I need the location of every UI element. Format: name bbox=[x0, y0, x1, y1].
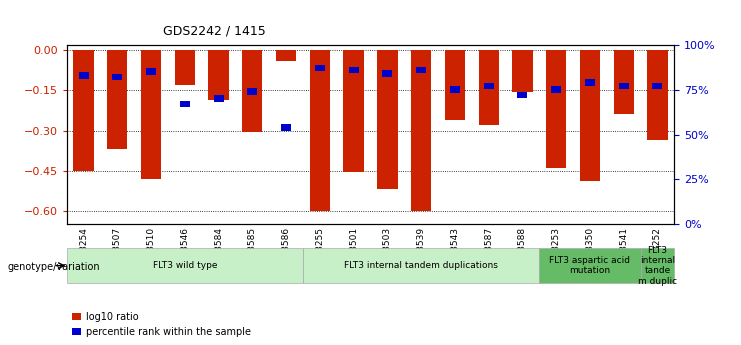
Bar bbox=[107, 50, 127, 149]
Bar bbox=[146, 68, 156, 75]
Bar bbox=[614, 50, 634, 115]
Bar bbox=[344, 50, 364, 172]
Bar bbox=[579, 50, 600, 181]
Bar bbox=[112, 74, 122, 80]
Bar bbox=[247, 88, 257, 95]
Bar bbox=[73, 50, 93, 171]
Bar bbox=[315, 65, 325, 71]
Bar bbox=[517, 92, 528, 98]
Bar bbox=[303, 248, 539, 283]
Bar bbox=[539, 248, 640, 283]
Bar bbox=[141, 50, 162, 179]
Text: FLT3 wild type: FLT3 wild type bbox=[153, 261, 217, 270]
Bar bbox=[180, 101, 190, 107]
Bar bbox=[450, 86, 460, 93]
Bar bbox=[208, 50, 229, 100]
Text: FLT3 internal tandem duplications: FLT3 internal tandem duplications bbox=[345, 261, 498, 270]
Bar bbox=[619, 83, 628, 89]
Bar bbox=[213, 95, 224, 102]
Bar bbox=[276, 50, 296, 61]
Bar bbox=[175, 50, 195, 85]
Bar bbox=[67, 248, 303, 283]
Bar bbox=[242, 50, 262, 132]
Bar bbox=[281, 124, 291, 131]
Bar bbox=[484, 83, 494, 89]
Bar bbox=[585, 79, 595, 86]
Bar bbox=[512, 50, 533, 92]
Bar bbox=[652, 83, 662, 89]
Bar bbox=[479, 50, 499, 125]
Bar bbox=[382, 70, 393, 77]
Text: genotype/variation: genotype/variation bbox=[7, 263, 100, 272]
Text: FLT3 aspartic acid
mutation: FLT3 aspartic acid mutation bbox=[549, 256, 631, 275]
Bar bbox=[310, 50, 330, 211]
Bar bbox=[377, 50, 397, 189]
Bar bbox=[79, 72, 89, 79]
Bar bbox=[546, 50, 566, 168]
Bar bbox=[411, 50, 431, 211]
Bar bbox=[416, 67, 426, 73]
Bar bbox=[551, 86, 561, 93]
Legend: log10 ratio, percentile rank within the sample: log10 ratio, percentile rank within the … bbox=[72, 312, 251, 337]
Bar bbox=[445, 50, 465, 120]
Text: FLT3
internal
tande
m duplic: FLT3 internal tande m duplic bbox=[638, 246, 677, 286]
Bar bbox=[648, 50, 668, 140]
Bar bbox=[640, 248, 674, 283]
Bar bbox=[348, 67, 359, 73]
Text: GDS2242 / 1415: GDS2242 / 1415 bbox=[163, 24, 266, 37]
